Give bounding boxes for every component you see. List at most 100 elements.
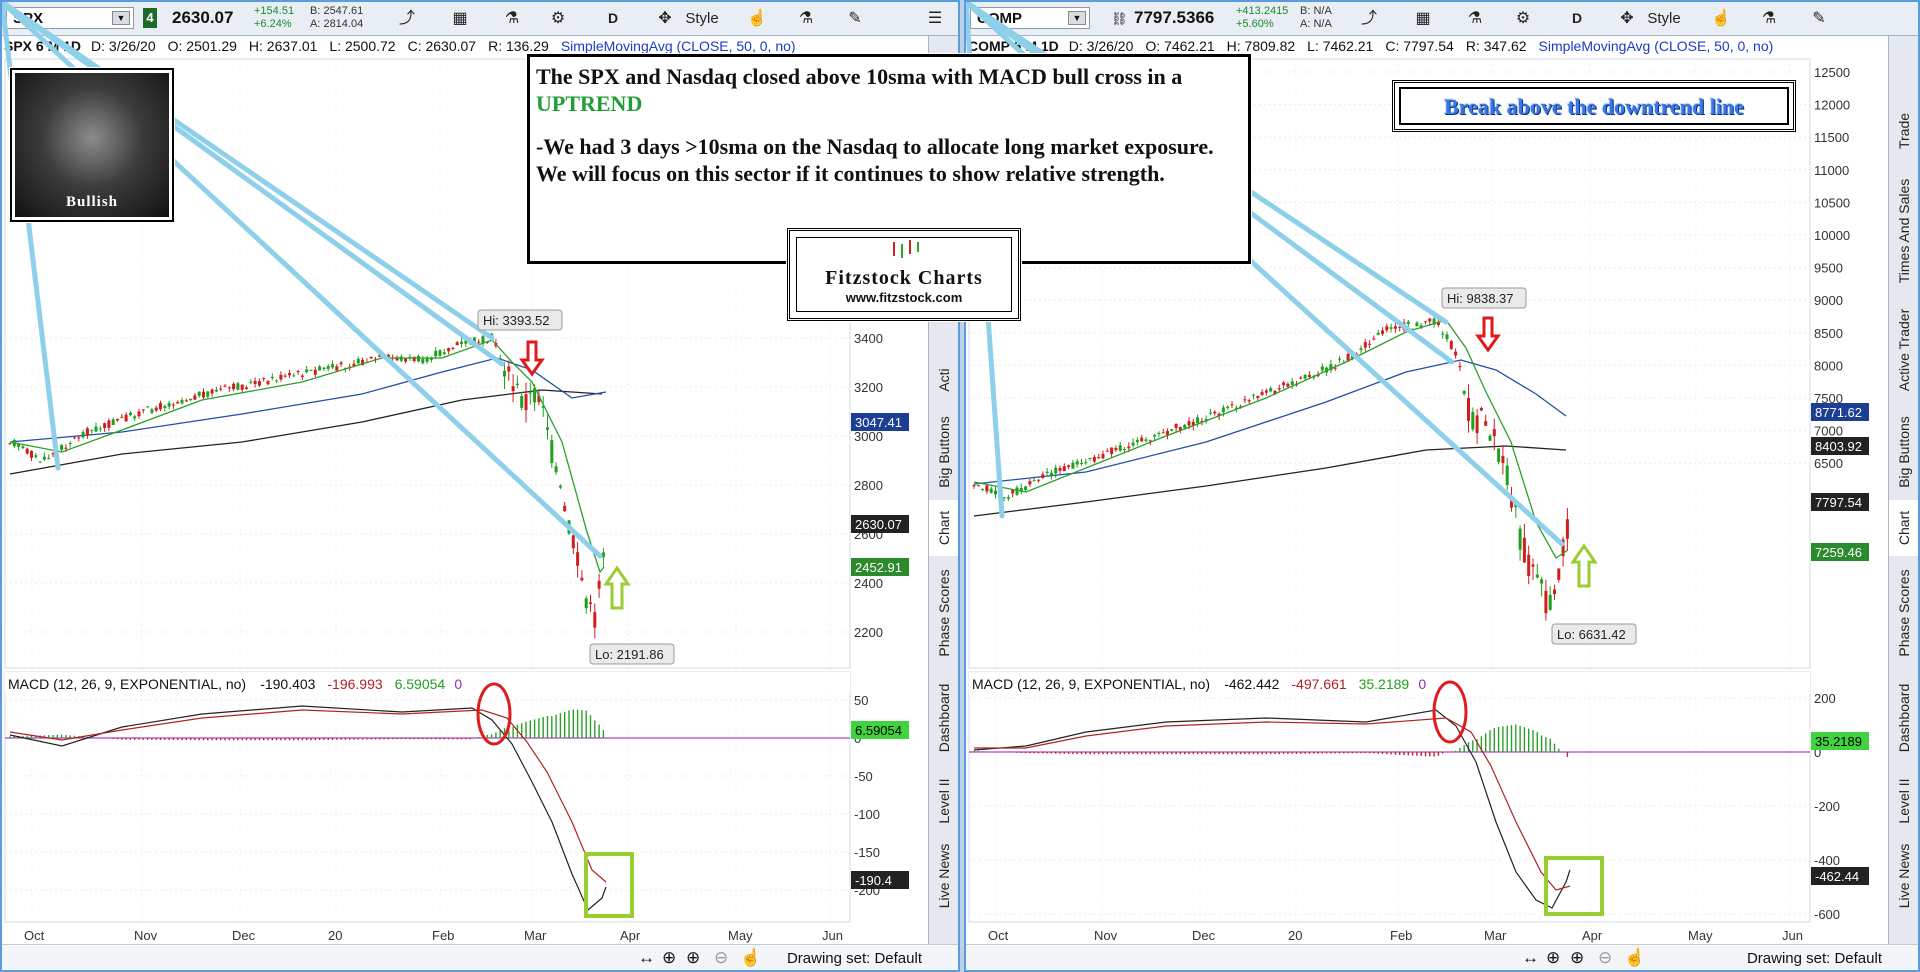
- candle-body: [154, 407, 158, 411]
- crosshair-style-icon[interactable]: ✥: [658, 10, 672, 27]
- time-tick-label: May: [1688, 928, 1713, 943]
- chart-toolbar: COMP ▼ ⛓ 7797.5366 +413.2415 +5.60% B: N/A…: [966, 2, 1918, 36]
- link-group-badge[interactable]: 4: [143, 8, 157, 28]
- study-label[interactable]: SimpleMovingAvg (CLOSE, 50, 0, no): [560, 38, 796, 54]
- drawing-tools-icon[interactable]: ✎: [1812, 10, 1826, 27]
- candle-body: [455, 342, 459, 346]
- flask-icon[interactable]: ⚗: [1761, 10, 1777, 27]
- pan-hand-icon[interactable]: ☝: [740, 948, 762, 967]
- candle-body: [1041, 474, 1045, 478]
- tab-dashboard[interactable]: Dashboard: [929, 670, 958, 766]
- share-icon[interactable]: ⤴: [1360, 10, 1377, 27]
- tab-phase-scores[interactable]: Phase Scores: [929, 556, 958, 670]
- chevron-down-icon[interactable]: ▼: [112, 11, 130, 25]
- tab-label: Trade: [1896, 112, 1912, 150]
- logo-url: www.fitzstock.com: [845, 290, 963, 305]
- candle-body: [477, 341, 481, 343]
- tab-level-ii[interactable]: Level II: [929, 766, 958, 836]
- low-callout: Lo: 2191.86: [595, 647, 664, 662]
- change-abs: +154.51: [254, 5, 295, 17]
- candle-body: [597, 580, 601, 589]
- crosshair-icon[interactable]: ⊕: [662, 948, 677, 967]
- period-button[interactable]: D: [1571, 10, 1583, 26]
- tab-live-news[interactable]: Live News: [929, 836, 958, 916]
- zoom-out-icon[interactable]: ⊖: [1598, 948, 1613, 967]
- hand-pointer-icon[interactable]: ☝: [747, 10, 767, 27]
- range-readout: R: 347.62: [1465, 38, 1527, 54]
- tab-big-buttons[interactable]: Big Buttons: [929, 404, 958, 500]
- gear-icon[interactable]: ⚙: [1515, 10, 1531, 27]
- time-tick-label: 20: [328, 928, 342, 943]
- candle-body: [1200, 421, 1204, 423]
- high-readout: H: 7809.82: [1226, 38, 1296, 54]
- crosshair-icon[interactable]: ⊕: [1546, 948, 1561, 967]
- zoom-arrow-icon[interactable]: ↔: [638, 948, 655, 967]
- studies-flask-icon[interactable]: ⚗: [1467, 10, 1483, 27]
- macd-tick-label: -200: [1814, 799, 1840, 814]
- gear-icon[interactable]: ⚙: [550, 10, 566, 27]
- period-button[interactable]: D: [607, 10, 619, 26]
- tab-live-news[interactable]: Live News: [1889, 836, 1918, 916]
- flask-icon[interactable]: ⚗: [798, 10, 814, 27]
- candle-body: [1432, 318, 1436, 325]
- candle-body: [515, 383, 519, 386]
- tab-times-and-sales[interactable]: Times And Sales: [1889, 166, 1918, 296]
- candle-body: [1127, 446, 1131, 449]
- candle-body: [64, 447, 68, 449]
- price-tick-label: 12500: [1814, 65, 1850, 80]
- link-icon[interactable]: ⛓: [1111, 11, 1128, 26]
- tab-chart[interactable]: Chart: [929, 500, 958, 556]
- candle-body: [1518, 528, 1522, 550]
- tab-level-ii[interactable]: Level II: [1889, 766, 1918, 836]
- candle-body: [189, 398, 193, 401]
- candle-body: [124, 414, 128, 422]
- price-tick-label: 7000: [1814, 424, 1843, 439]
- crosshair-style-icon[interactable]: ✥: [1620, 10, 1634, 27]
- hand-pointer-icon[interactable]: ☝: [1711, 10, 1731, 27]
- candle-body: [1174, 423, 1178, 429]
- tab-big-buttons[interactable]: Big Buttons: [1889, 404, 1918, 500]
- candle-body: [262, 377, 266, 379]
- style-button[interactable]: Style: [685, 10, 719, 27]
- low-callout-box: [1551, 623, 1637, 645]
- studies-flask-icon[interactable]: ⚗: [504, 10, 520, 27]
- zoom-arrow-icon[interactable]: ↔: [1522, 948, 1539, 967]
- candle-body: [361, 359, 365, 366]
- macd-header-value: 0: [454, 676, 462, 692]
- macd-tick-label: -400: [1814, 853, 1840, 868]
- candle-body: [593, 612, 597, 628]
- commentary-line-1: The SPX and Nasdaq closed above 10sma wi…: [536, 63, 1244, 117]
- zoom-in-icon[interactable]: ⊕: [1570, 948, 1585, 967]
- tab-acti[interactable]: Acti: [929, 356, 958, 404]
- study-label[interactable]: SimpleMovingAvg (CLOSE, 50, 0, no): [1538, 38, 1774, 54]
- drawing-set-label[interactable]: Drawing set: Default: [786, 950, 922, 967]
- candle-body: [1071, 462, 1075, 469]
- drawing-set-label[interactable]: Drawing set: Default: [1746, 950, 1882, 967]
- tab-label: Times And Sales: [1896, 178, 1912, 284]
- macd-tick-label: -600: [1814, 907, 1840, 922]
- pan-hand-icon[interactable]: ☝: [1624, 948, 1646, 967]
- chevron-down-icon[interactable]: ▼: [1068, 11, 1086, 25]
- tab-label: Level II: [936, 778, 952, 824]
- tab-chart[interactable]: Chart: [1889, 500, 1918, 556]
- tab-active-trader[interactable]: Active Trader: [1889, 296, 1918, 404]
- candle-body: [421, 358, 425, 364]
- menu-icon[interactable]: ☰: [927, 10, 943, 27]
- zoom-in-icon[interactable]: ⊕: [686, 948, 701, 967]
- drawing-tools-icon[interactable]: ✎: [848, 10, 862, 27]
- calendar-icon[interactable]: ▦: [1415, 10, 1431, 27]
- calendar-icon[interactable]: ▦: [452, 10, 468, 27]
- tab-phase-scores[interactable]: Phase Scores: [1889, 556, 1918, 670]
- tab-label: Chart: [1896, 510, 1912, 546]
- tab-dashboard[interactable]: Dashboard: [1889, 670, 1918, 766]
- candle-body: [98, 428, 102, 430]
- candle-body: [128, 412, 132, 416]
- candle-body: [451, 347, 455, 349]
- share-icon[interactable]: ⤴: [398, 10, 415, 27]
- tab-trade[interactable]: Trade: [1889, 96, 1918, 166]
- candle-body: [279, 374, 283, 380]
- style-button[interactable]: Style: [1647, 10, 1681, 27]
- high-callout: Hi: 9838.37: [1447, 291, 1514, 306]
- zoom-out-icon[interactable]: ⊖: [714, 948, 729, 967]
- close-readout: C: 2630.07: [407, 38, 477, 54]
